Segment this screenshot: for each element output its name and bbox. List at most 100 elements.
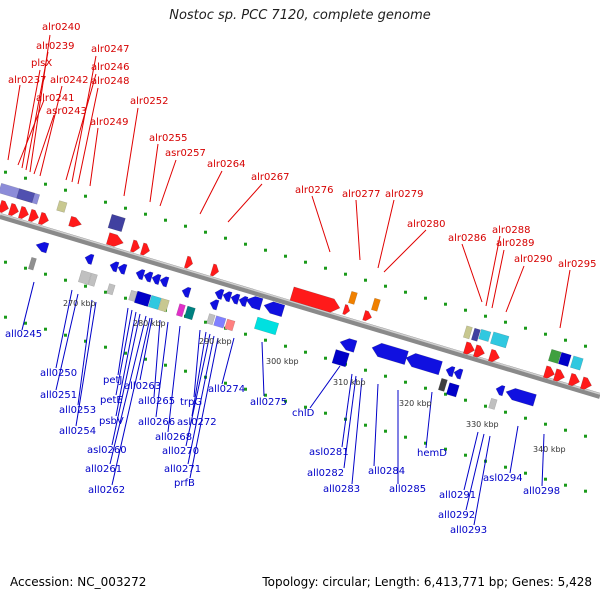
forward-gene-arrow-shape — [487, 348, 500, 363]
tick-mark — [404, 435, 407, 439]
forward-gene-block-shape — [56, 200, 68, 213]
gene-label-reverse[interactable]: hemD — [417, 448, 447, 459]
gene-label-forward[interactable]: alr0276 — [295, 185, 333, 196]
reverse-gene-block — [213, 315, 227, 329]
gene-label-reverse[interactable]: all0282 — [307, 468, 344, 479]
gene-label-forward[interactable]: plsX — [31, 58, 52, 69]
forward-gene-block-shape — [347, 290, 358, 305]
gene-label-forward[interactable]: alr0242 — [50, 75, 88, 86]
gene-label-reverse[interactable]: all0292 — [438, 510, 475, 521]
reverse-gene-block-shape — [445, 382, 460, 398]
gene-label-reverse[interactable]: all0254 — [59, 426, 96, 437]
gene-label-forward[interactable]: alr0286 — [448, 233, 486, 244]
gene-label-reverse[interactable]: all0265 — [138, 396, 175, 407]
gene-label-reverse[interactable]: all0283 — [323, 484, 360, 495]
callout-line-reverse — [167, 325, 181, 433]
gene-label-forward[interactable]: alr0289 — [496, 238, 534, 249]
gene-label-reverse[interactable]: all0262 — [88, 485, 125, 496]
gene-label-reverse[interactable]: psbV — [99, 416, 124, 427]
gene-label-reverse[interactable]: all0268 — [155, 432, 192, 443]
gene-label-forward[interactable]: alr0290 — [514, 254, 552, 265]
gene-label-reverse[interactable]: asl0294 — [483, 473, 523, 484]
gene-label-forward[interactable]: alr0255 — [149, 133, 187, 144]
gene-label-reverse[interactable]: all0285 — [389, 484, 426, 495]
gene-label-forward[interactable]: asr0257 — [165, 148, 206, 159]
forward-gene-arrow — [552, 368, 565, 382]
forward-gene-block — [462, 325, 473, 340]
gene-label-reverse[interactable]: all0284 — [368, 466, 405, 477]
callout-line-reverse — [463, 431, 479, 491]
gene-label-forward[interactable]: alr0241 — [36, 93, 74, 104]
callout-line-reverse — [473, 435, 491, 526]
gene-label-forward[interactable]: alr0237 — [8, 75, 46, 86]
reverse-gene-arrow-shape — [263, 301, 286, 318]
gene-label-reverse[interactable]: all0250 — [40, 368, 77, 379]
gene-label-reverse[interactable]: all0245 — [5, 329, 42, 340]
gene-label-forward[interactable]: alr0246 — [91, 62, 129, 73]
gene-label-reverse[interactable]: chlD — [292, 408, 315, 419]
callout-line-reverse — [115, 309, 133, 396]
reverse-gene-block — [147, 294, 162, 310]
tick-mark — [104, 200, 107, 204]
gene-label-forward[interactable]: alr0264 — [207, 159, 245, 170]
gene-label-reverse[interactable]: all0293 — [450, 525, 487, 536]
gene-label-forward[interactable]: alr0277 — [342, 189, 380, 200]
callout-line-forward — [355, 199, 361, 261]
gene-label-reverse[interactable]: asl0272 — [177, 417, 217, 428]
gene-label-forward[interactable]: alr0248 — [91, 76, 129, 87]
callout-line-reverse — [111, 313, 141, 446]
gene-label-forward[interactable]: alr0295 — [558, 259, 596, 270]
callout-line-reverse — [191, 331, 207, 417]
gene-label-reverse[interactable]: all0261 — [85, 464, 122, 475]
forward-gene-arrow — [579, 376, 592, 390]
gene-label-reverse[interactable]: all0274 — [208, 384, 245, 395]
gene-label-forward[interactable]: alr0239 — [36, 41, 74, 52]
tick-mark — [284, 344, 287, 348]
callout-line-reverse — [75, 301, 97, 427]
gene-label-reverse[interactable]: all0298 — [523, 486, 560, 497]
tick-mark — [24, 266, 27, 270]
gene-label-reverse[interactable]: all0251 — [40, 390, 77, 401]
callout-line-forward — [485, 235, 501, 307]
tick-mark — [144, 357, 147, 361]
gene-label-reverse[interactable]: all0253 — [59, 405, 96, 416]
gene-label-reverse[interactable]: trpG — [180, 397, 202, 408]
gene-label-forward[interactable]: alr0247 — [91, 44, 129, 55]
gene-label-reverse[interactable]: petE — [100, 395, 123, 406]
gene-label-forward[interactable]: alr0252 — [130, 96, 168, 107]
gene-label-reverse[interactable]: asl0260 — [87, 445, 127, 456]
reverse-gene-block-shape — [175, 303, 186, 318]
gene-label-reverse[interactable]: all0266 — [138, 417, 175, 428]
gene-label-forward[interactable]: alr0249 — [90, 117, 128, 128]
gene-label-reverse[interactable]: prfB — [174, 478, 195, 489]
tick-mark — [4, 170, 7, 174]
reverse-gene-block-shape — [27, 256, 37, 271]
tick-mark — [164, 218, 167, 222]
gene-label-forward[interactable]: alr0288 — [492, 225, 530, 236]
callout-line-forward — [505, 265, 525, 313]
tick-mark — [484, 314, 487, 318]
gene-label-reverse[interactable]: all0275 — [250, 397, 287, 408]
scale-label: 320 kbp — [399, 399, 432, 408]
callout-line-forward — [491, 249, 505, 309]
reverse-gene-block — [157, 297, 170, 313]
reverse-gene-block — [437, 377, 448, 392]
forward-gene-block — [547, 348, 562, 364]
gene-label-reverse[interactable]: petJ — [103, 375, 122, 386]
callout-line-forward — [383, 229, 427, 273]
gene-label-forward[interactable]: alr0240 — [42, 22, 80, 33]
gene-label-forward[interactable]: alr0279 — [385, 189, 423, 200]
forward-gene-block-shape — [547, 348, 562, 364]
gene-label-forward[interactable]: alr0280 — [407, 219, 445, 230]
tick-mark — [84, 339, 87, 343]
gene-label-forward[interactable]: alr0267 — [251, 172, 289, 183]
forward-gene-arrow-shape — [462, 341, 475, 355]
callout-line-reverse — [425, 391, 433, 449]
gene-label-forward[interactable]: asr0243 — [46, 106, 87, 117]
gene-label-reverse[interactable]: all0271 — [164, 464, 201, 475]
gene-label-reverse[interactable]: asl0281 — [309, 447, 349, 458]
tick-mark — [504, 410, 507, 414]
gene-label-reverse[interactable]: all0270 — [162, 446, 199, 457]
gene-label-reverse[interactable]: all0263 — [124, 381, 161, 392]
gene-label-reverse[interactable]: all0291 — [439, 490, 476, 501]
